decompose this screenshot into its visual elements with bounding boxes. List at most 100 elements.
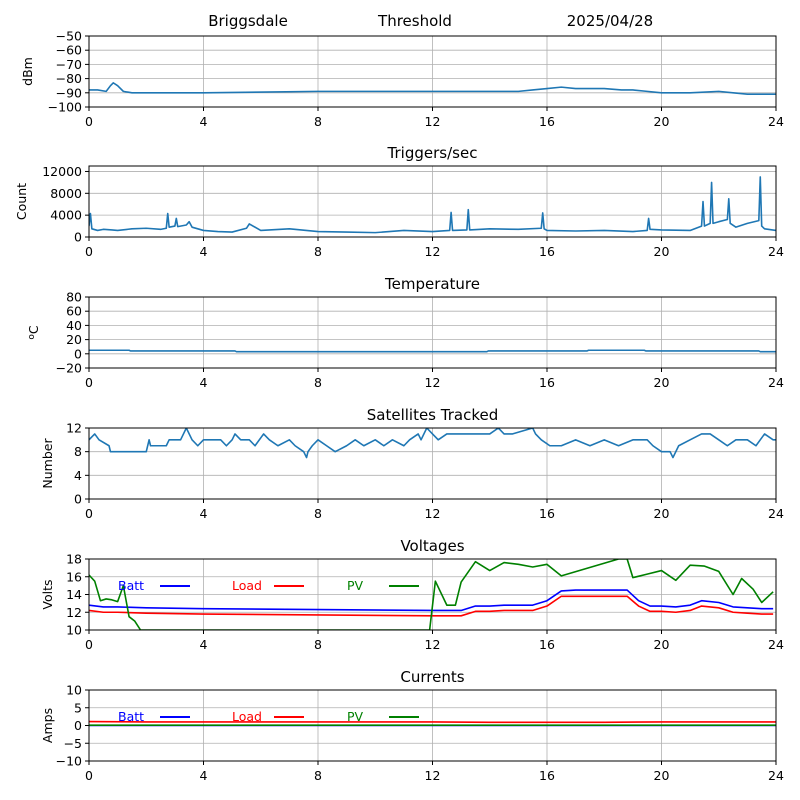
x-tick-label: 4 xyxy=(200,506,208,521)
y-tick-label: 80 xyxy=(66,290,82,305)
y-tick-label: −50 xyxy=(56,29,82,44)
x-tick-label: 12 xyxy=(425,637,441,652)
y-tick-label: 0 xyxy=(74,718,82,733)
y-axis-label: oC xyxy=(26,325,41,340)
series-line xyxy=(89,176,776,234)
header-date: 2025/04/28 xyxy=(567,12,653,30)
y-tick-label: 12 xyxy=(66,421,82,436)
legend-label-load: Load xyxy=(232,709,262,724)
x-tick-label: 20 xyxy=(654,768,670,783)
y-tick-label: 18 xyxy=(66,552,82,567)
panel-4: 0 4 8 12 16 20 24 0 4 8 12 Satellites Tracked Number xyxy=(40,406,784,521)
y-tick-label: 12000 xyxy=(42,164,82,179)
y-tick-label: −10 xyxy=(56,754,82,769)
x-tick-label: 24 xyxy=(768,768,784,783)
y-tick-label: 5 xyxy=(74,700,82,715)
x-tick-label: 16 xyxy=(539,637,555,652)
series-line xyxy=(89,349,776,353)
y-tick-label: 16 xyxy=(66,569,82,584)
y-tick-label: −20 xyxy=(56,361,82,376)
series-batt xyxy=(89,589,774,612)
y-tick-label: 14 xyxy=(66,587,82,602)
legend-label-batt: Batt xyxy=(118,709,144,724)
x-tick-label: 16 xyxy=(539,506,555,521)
legend-label-load: Load xyxy=(232,578,262,593)
legend-label-pv: PV xyxy=(347,709,364,724)
y-tick-label: 10 xyxy=(66,683,82,698)
x-tick-label: 0 xyxy=(85,244,93,259)
series-line xyxy=(89,428,776,459)
y-tick-label: 0 xyxy=(74,346,82,361)
y-tick-label: 40 xyxy=(66,318,82,333)
series-pv xyxy=(89,559,774,630)
y-tick-label: 8000 xyxy=(50,186,82,201)
x-tick-label: 16 xyxy=(539,244,555,259)
y-tick-label: −60 xyxy=(56,43,82,58)
x-tick-label: 16 xyxy=(539,375,555,390)
x-tick-label: 24 xyxy=(768,114,784,129)
x-tick-label: 20 xyxy=(654,114,670,129)
legend-label-pv: PV xyxy=(347,578,364,593)
x-tick-label: 24 xyxy=(768,506,784,521)
x-tick-label: 20 xyxy=(654,244,670,259)
y-tick-label: −70 xyxy=(56,57,82,72)
x-tick-label: 24 xyxy=(768,637,784,652)
y-tick-label: 8 xyxy=(74,444,82,459)
y-tick-label: 0 xyxy=(74,230,82,245)
y-axis-label: Count xyxy=(14,183,29,220)
y-tick-label: 4 xyxy=(74,468,82,483)
x-tick-label: 4 xyxy=(200,114,208,129)
header-label: Threshold xyxy=(377,12,452,30)
x-tick-label: 0 xyxy=(85,506,93,521)
header-station: Briggsdale xyxy=(208,12,288,30)
x-tick-label: 4 xyxy=(200,768,208,783)
x-tick-label: 12 xyxy=(425,114,441,129)
y-tick-label: 20 xyxy=(66,332,82,347)
x-tick-label: 8 xyxy=(314,114,322,129)
x-tick-label: 4 xyxy=(200,244,208,259)
y-tick-label: −80 xyxy=(56,71,82,86)
x-tick-label: 12 xyxy=(425,506,441,521)
panel-title: Triggers/sec xyxy=(387,144,478,162)
y-tick-label: 12 xyxy=(66,605,82,620)
x-tick-label: 16 xyxy=(539,768,555,783)
x-tick-label: 0 xyxy=(85,375,93,390)
y-tick-label: 0 xyxy=(74,492,82,507)
x-tick-label: 20 xyxy=(654,375,670,390)
series-load xyxy=(89,720,776,724)
x-tick-label: 24 xyxy=(768,244,784,259)
y-axis-label: Number xyxy=(40,438,55,489)
panel-1: 0 4 8 12 16 20 24 −100−90−80−70−60−50 dBm xyxy=(20,29,784,130)
panel-title: Satellites Tracked xyxy=(367,406,498,424)
x-tick-label: 8 xyxy=(314,637,322,652)
x-tick-label: 8 xyxy=(314,506,322,521)
panel-title: Voltages xyxy=(400,537,464,555)
x-tick-label: 12 xyxy=(425,375,441,390)
y-axis-label: dBm xyxy=(20,57,35,86)
legend-label-batt: Batt xyxy=(118,578,144,593)
series-line xyxy=(89,82,776,96)
y-tick-label: −100 xyxy=(48,100,82,115)
y-axis-label: Volts xyxy=(40,579,55,609)
series-load xyxy=(89,595,774,617)
x-tick-label: 0 xyxy=(85,768,93,783)
x-tick-label: 8 xyxy=(314,244,322,259)
x-tick-label: 20 xyxy=(654,506,670,521)
x-tick-label: 8 xyxy=(314,375,322,390)
x-tick-label: 16 xyxy=(539,114,555,129)
panel-title: Temperature xyxy=(384,275,480,293)
panel-title: Currents xyxy=(400,668,464,686)
x-tick-label: 12 xyxy=(425,768,441,783)
panel-2: 0 4 8 12 16 20 24 0 4000 8000 12000 Triggers/sec Cou… xyxy=(14,144,784,259)
y-tick-label: 10 xyxy=(66,623,82,638)
y-tick-label: 4000 xyxy=(50,208,82,223)
x-tick-label: 4 xyxy=(200,375,208,390)
y-tick-label: −5 xyxy=(64,736,82,751)
x-tick-label: 8 xyxy=(314,768,322,783)
panel-6: 0 4 8 12 16 20 24 −10 −5 0 5 10 Currents Amps Batt Load… xyxy=(40,668,784,783)
x-tick-label: 20 xyxy=(654,637,670,652)
x-tick-label: 12 xyxy=(425,244,441,259)
